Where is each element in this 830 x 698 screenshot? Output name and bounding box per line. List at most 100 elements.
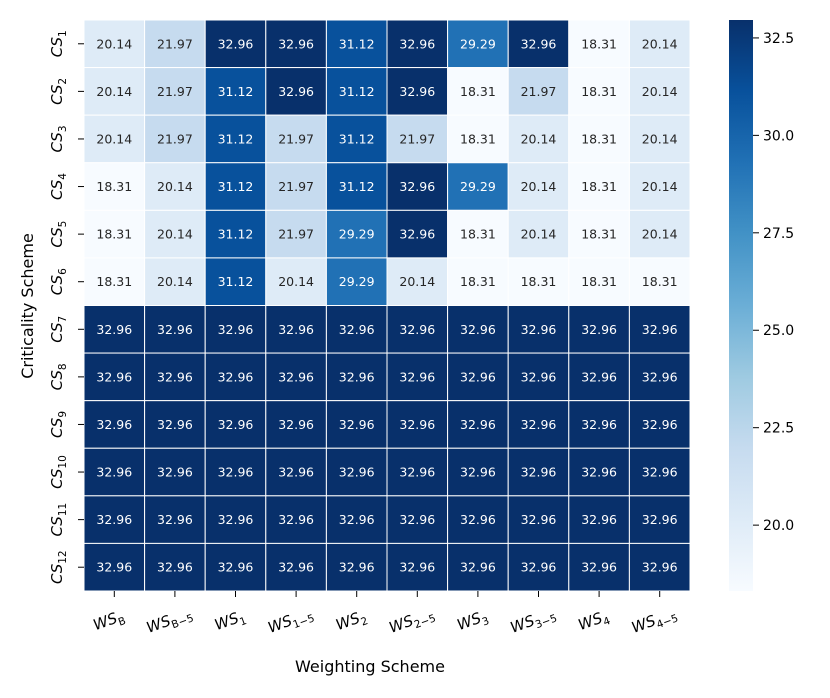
cell-value-label: 18.31 [96,179,132,194]
cell-value-label: 32.96 [399,322,435,337]
cell-value-label: 32.96 [339,560,375,575]
row-tick-label: CS3 [48,125,69,152]
cell-value-label: 20.14 [521,227,557,242]
cell-value-label: 32.96 [642,512,678,527]
cell-value-label: 31.12 [339,84,375,99]
colorbar-tick-label: 30.0 [763,128,794,144]
cell-value-label: 31.12 [339,131,375,146]
cell-value-label: 32.96 [399,465,435,480]
heatmap-cell [144,19,206,69]
cell-value-label: 32.96 [278,417,314,432]
heatmap-cell [447,352,509,402]
cell-value-label: 32.96 [460,322,496,337]
cell-value-label: 32.96 [642,560,678,575]
heatmap-cell [144,114,206,164]
cell-value-label: 32.96 [339,369,375,384]
cell-value-label: 32.96 [278,84,314,99]
heatmap-cell [507,400,570,449]
column-tick-label: WS4 [576,606,613,636]
heatmap-cell [628,400,691,449]
x-axis-label: Weighting Scheme [295,657,445,676]
heatmap-cell [447,114,509,164]
heatmap-cell [568,114,630,164]
row-tick-label: CS1 [48,30,69,57]
cell-value-label: 21.97 [278,131,314,146]
cell-value-label: 32.96 [339,465,375,480]
cell-value-label: 29.29 [339,274,375,289]
cell-value-label: 18.31 [460,131,496,146]
heatmap-cell [628,352,691,402]
heatmap-cell [447,162,509,211]
heatmap-cell [386,447,449,497]
column-tick-label: WS3 [455,607,491,637]
cell-value-label: 32.96 [399,179,435,194]
cell-value-label: 20.14 [521,131,557,146]
heatmap-cell [265,67,327,116]
colorbar: 20.0 22.5 25.0 27.5 30.0 32.5 [729,20,794,591]
heatmap-cell [144,209,206,259]
cell-value-label: 32.96 [278,36,314,51]
cell-value-label: 32.96 [642,322,678,337]
cell-value-label: 32.96 [96,417,132,432]
column-tick-label: WS2−5 [387,604,438,640]
cell-value-label: 32.96 [218,512,254,527]
heatmap-cell [144,400,206,449]
heatmap-cell [507,447,570,497]
heatmap-cell [447,495,509,544]
heatmap-cell [386,209,449,259]
cell-value-label: 21.97 [157,84,193,99]
cell-value-label: 32.96 [521,512,557,527]
cell-value-label: 20.14 [521,179,557,194]
cell-value-label: 32.96 [460,369,496,384]
cell-value-label: 32.96 [399,227,435,242]
cell-value-label: 21.97 [157,36,193,51]
column-tick-label: WS1−5 [265,604,316,640]
cell-value-label: 29.29 [460,179,496,194]
column-tick-labels: WSB WSB−5 WS1 WS1−5 WS2 WS2−5 WS3 WS3−5 WS4 WS4−5 [91,591,680,640]
heatmap-cell [325,257,388,306]
cell-value-label: 32.96 [96,512,132,527]
cell-value-label: 32.96 [581,369,617,384]
heatmap-cell [83,19,146,69]
cell-value-label: 32.96 [278,560,314,575]
row-tick-label: CS12 [48,550,69,584]
colorbar-ticks: 20.0 22.5 25.0 27.5 30.0 32.5 [753,31,794,534]
row-tick-label: CS10 [48,455,69,489]
heatmap-cell [144,495,206,544]
cell-value-label: 31.12 [218,84,254,99]
cell-value-label: 18.31 [460,227,496,242]
heatmap-cell [386,352,449,402]
heatmap-cell [204,209,267,259]
cell-value-label: 32.96 [399,560,435,575]
heatmap-cell [507,114,570,164]
cell-value-label: 32.96 [96,322,132,337]
heatmap-cell [628,542,691,592]
cell-value-label: 32.96 [157,369,193,384]
cell-value-label: 21.97 [399,131,435,146]
colorbar-tick-label: 32.5 [763,31,794,47]
heatmap-cell [507,352,570,402]
heatmap-cell [265,495,327,544]
heatmap-cell [144,542,206,592]
column-tick-label: WSB−5 [144,604,195,640]
cell-value-label: 32.96 [218,417,254,432]
cell-value-label: 32.96 [157,465,193,480]
cell-value-label: 32.96 [278,512,314,527]
heatmap-cell [568,352,630,402]
cell-value-label: 32.96 [581,417,617,432]
cell-value-label: 20.14 [96,84,132,99]
cell-value-label: 31.12 [218,179,254,194]
cell-value-label: 20.14 [642,84,678,99]
heatmap-cell [568,305,630,354]
heatmap-cells [83,19,691,592]
heatmap-cell [144,352,206,402]
cell-value-label: 32.96 [642,369,678,384]
heatmap-cell [568,67,630,116]
cell-value-label: 32.96 [96,465,132,480]
cell-value-label: 20.14 [278,274,314,289]
cell-value-label: 32.96 [339,512,375,527]
heatmap-cell [325,209,388,259]
heatmap-cell [386,19,449,69]
heatmap-cell [386,305,449,354]
heatmap-cell [265,352,327,402]
